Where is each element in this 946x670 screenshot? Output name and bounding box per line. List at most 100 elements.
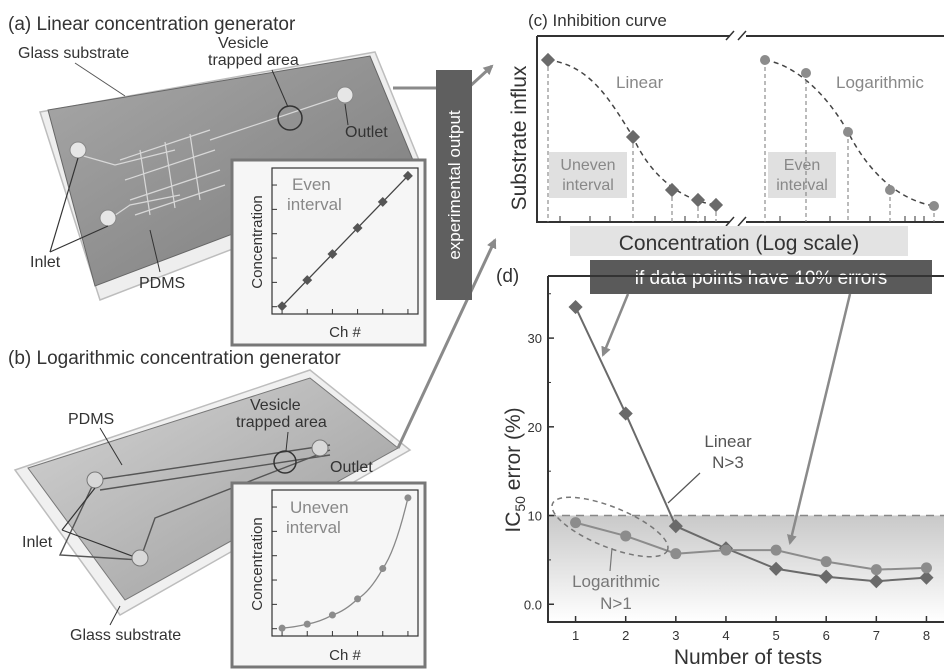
- inset-a-point-6: [402, 170, 413, 181]
- vesicle-label-a2: trapped area: [208, 52, 299, 69]
- inset-a: Even interval Concentration Ch #: [230, 158, 427, 347]
- inset-b-annotation-1: Uneven: [290, 498, 349, 517]
- panel-c-xlabel-box: [570, 226, 908, 256]
- inset-a-annotation-1: Even: [292, 175, 331, 194]
- panel-c-ylabel: Substrate influx: [508, 65, 531, 210]
- logarithmic-series-point-5: [770, 544, 782, 556]
- inset-a-point-1: [277, 301, 288, 312]
- log-point-4: [885, 185, 895, 195]
- panel-d: (d) if data points have 10% errors 0.0 10…: [496, 260, 944, 669]
- inset-b-point-4: [354, 595, 362, 603]
- vesicle-label-a1: Vesicle: [218, 35, 269, 52]
- inlet-port-a1: [69, 141, 87, 159]
- vesicle-area-marker-b: [273, 450, 297, 474]
- logarithmic-series-point-6: [820, 556, 832, 568]
- panel-a-title: (a) Linear concentration generator: [8, 14, 296, 35]
- logarithmic-series-point-4: [720, 544, 732, 556]
- inset-a-annotation-2: interval: [287, 195, 342, 214]
- linear-label-d2: N>3: [712, 453, 744, 472]
- linear-series-point-8: [919, 570, 934, 585]
- panel-d-ytick-label: 0.0: [524, 597, 542, 612]
- linear-point-4: [690, 192, 706, 208]
- log-label-d1: Logarithmic: [572, 572, 660, 591]
- even-interval-box: [768, 152, 836, 198]
- pdms-label-a: PDMS: [139, 275, 185, 292]
- logarithmic-series-line: [575, 521, 927, 571]
- experimental-output-connector: experimental output: [393, 64, 497, 449]
- panel-d-xtick-label: 1: [572, 628, 579, 643]
- uneven-interval-box: [549, 152, 627, 198]
- linear-point-3: [664, 182, 680, 198]
- panel-c: (c) Inhibition curve Uneven interval Eve…: [508, 11, 944, 256]
- panel-c-xlabel: Concentration (Log scale): [619, 232, 859, 255]
- panel-c-title: (c) Inhibition curve: [528, 11, 667, 30]
- linear-label-d1: Linear: [704, 432, 752, 451]
- inset-a-point-2: [302, 275, 313, 286]
- panel-d-title: (d): [496, 266, 519, 287]
- microfluidic-network-b: [58, 444, 331, 561]
- inset-b-point-5: [379, 565, 387, 573]
- log-point-1: [760, 55, 770, 65]
- panel-d-xlabel: Number of tests: [674, 646, 822, 669]
- panel-b-title: (b) Logarithmic concentration generator: [8, 348, 341, 369]
- inlet-label-a: Inlet: [30, 254, 61, 271]
- linear-series-point-2: [618, 406, 633, 421]
- inset-a-axes: [271, 167, 419, 315]
- vesicle-label-b1: Vesicle: [250, 397, 301, 414]
- inset-a-ylabel: Concentration: [249, 195, 266, 288]
- linear-point-1: [540, 52, 556, 68]
- experimental-output-label: experimental output: [445, 110, 464, 260]
- log-label-d2: N>1: [600, 594, 632, 613]
- panel-d-xtick-label: 4: [722, 628, 729, 643]
- inlet-port-a2: [99, 209, 117, 227]
- linear-series-point-5: [769, 561, 784, 576]
- outlet-label-a: Outlet: [345, 124, 388, 141]
- arrow-to-linear: [601, 293, 630, 357]
- panel-d-xtick-label: 7: [873, 628, 880, 643]
- panel-d-xtick-label: 2: [622, 628, 629, 643]
- inset-a-line: [281, 175, 409, 307]
- logarithmic-series-point-8: [920, 562, 932, 574]
- inset-b-point-1: [278, 624, 286, 632]
- outlet-label-b: Outlet: [330, 459, 373, 476]
- error-banner-text: if data points have 10% errors: [635, 268, 887, 289]
- outlet-port-b: [311, 439, 329, 457]
- arrow-to-logarithmic: [787, 293, 852, 545]
- inlet-port-b2: [131, 549, 149, 567]
- inset-b-axes: [271, 489, 419, 637]
- panel-d-xtick-label: 8: [923, 628, 930, 643]
- logarithmic-series-point-3: [670, 548, 682, 560]
- log-point-2: [801, 68, 811, 78]
- panel-d-axes: [547, 276, 944, 623]
- uneven-interval-line1: Uneven: [560, 157, 615, 174]
- vesicle-area-marker-a: [277, 105, 303, 131]
- vesicle-label-b2: trapped area: [236, 414, 327, 431]
- logarithmic-highlight-ellipse: [551, 496, 669, 558]
- log-label-c: Logarithmic: [836, 73, 924, 92]
- inset-b-annotation-2: interval: [286, 518, 341, 537]
- panel-d-ytick-label: 10: [528, 509, 542, 524]
- panel-d-ylabel: IC50 error (%): [502, 407, 528, 532]
- linear-series-point-3: [668, 519, 683, 534]
- inset-a-xlabel: Ch #: [329, 324, 361, 341]
- inlet-port-b1: [86, 471, 104, 489]
- experimental-output-box: [436, 70, 472, 300]
- linear-series-line: [574, 306, 927, 583]
- inset-b-xlabel: Ch #: [329, 647, 361, 664]
- inset-a-point-4: [352, 223, 363, 233]
- pdms-label-b: PDMS: [68, 411, 114, 428]
- linear-series-point-6: [819, 569, 834, 584]
- panel-a: (a) Linear concentration generator Glass…: [8, 14, 427, 347]
- inset-b-point-6: [404, 494, 412, 502]
- inlet-label-b: Inlet: [22, 534, 53, 551]
- linear-label-c: Linear: [616, 73, 664, 92]
- outlet-port-a: [336, 86, 354, 104]
- log-point-3: [843, 127, 853, 137]
- linear-point-5: [708, 197, 724, 213]
- glass-label-a: Glass substrate: [18, 45, 129, 62]
- linear-series-point-1: [568, 299, 583, 315]
- log-point-5: [929, 201, 939, 211]
- logarithmic-series-point-7: [870, 564, 882, 576]
- panel-b: (b) Logarithmic concentration generator …: [8, 348, 427, 669]
